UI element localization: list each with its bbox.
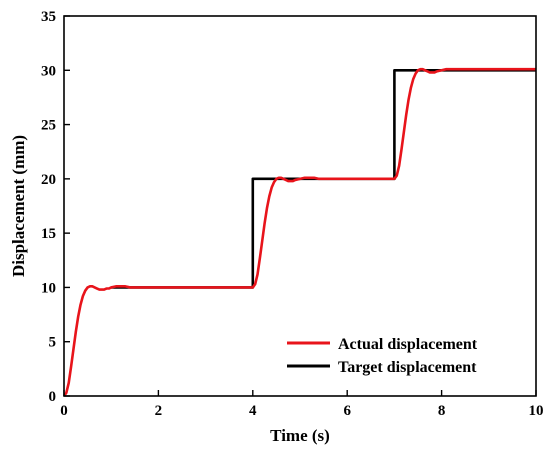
y-axis-title: Displacement (mm)	[9, 135, 28, 277]
x-tick-label: 4	[249, 403, 257, 419]
plot-frame	[63, 15, 537, 397]
legend-label-target: Target displacement	[338, 359, 477, 376]
y-tick-label: 10	[41, 280, 56, 296]
x-tick-label: 8	[438, 403, 446, 419]
y-tick-label: 35	[41, 9, 56, 25]
legend: Actual displacement Target displacement	[287, 336, 478, 376]
x-tick-label: 2	[155, 403, 163, 419]
y-tick-label: 5	[49, 335, 57, 351]
plot-lines	[62, 67, 536, 397]
y-tick-label: 25	[41, 118, 56, 134]
series-line-actual	[62, 67, 536, 397]
x-tick-label: 10	[529, 403, 544, 419]
x-axis-title: Time (s)	[270, 426, 330, 445]
y-axis-ticks: 0 5 10 15 20 25 30 35	[41, 9, 70, 405]
y-tick-label: 15	[41, 226, 56, 242]
y-tick-label: 30	[41, 63, 56, 79]
x-tick-label: 0	[60, 403, 68, 419]
y-tick-label: 20	[41, 172, 56, 188]
x-tick-label: 6	[343, 403, 351, 419]
legend-label-actual: Actual displacement	[338, 336, 478, 353]
y-tick-label: 0	[49, 389, 57, 405]
x-axis-ticks: 0 2 4 6 8 10	[60, 390, 544, 419]
